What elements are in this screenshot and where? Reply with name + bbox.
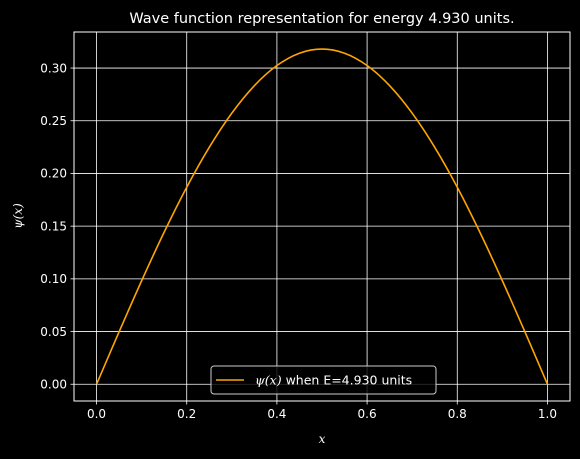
y-tick-label: 0.00 bbox=[40, 378, 67, 392]
y-tick-label: 0.15 bbox=[40, 219, 67, 233]
x-tick-label: 0.4 bbox=[267, 407, 286, 421]
y-tick-label: 0.10 bbox=[40, 272, 67, 286]
y-axis-label: ψ(x) bbox=[11, 203, 25, 229]
y-tick-label: 0.30 bbox=[40, 61, 67, 75]
x-tick-label: 0.8 bbox=[448, 407, 467, 421]
y-tick-label: 0.20 bbox=[40, 167, 67, 181]
y-tick-label: 0.25 bbox=[40, 114, 67, 128]
x-axis-label: x bbox=[319, 432, 326, 446]
x-tick-label: 0.0 bbox=[87, 407, 106, 421]
legend-label-text: when E=4.930 units bbox=[282, 373, 413, 388]
x-tick-label: 1.0 bbox=[538, 407, 557, 421]
legend: ψ(x) when E=4.930 units bbox=[211, 366, 436, 394]
y-tick-label: 0.05 bbox=[40, 325, 67, 339]
chart-title: Wave function representation for energy … bbox=[129, 11, 514, 27]
x-tick-label: 0.2 bbox=[177, 407, 196, 421]
legend-label-math: ψ(x) bbox=[255, 373, 282, 388]
legend-label: ψ(x) when E=4.930 units bbox=[255, 373, 412, 388]
x-tick-label: 0.6 bbox=[358, 407, 377, 421]
